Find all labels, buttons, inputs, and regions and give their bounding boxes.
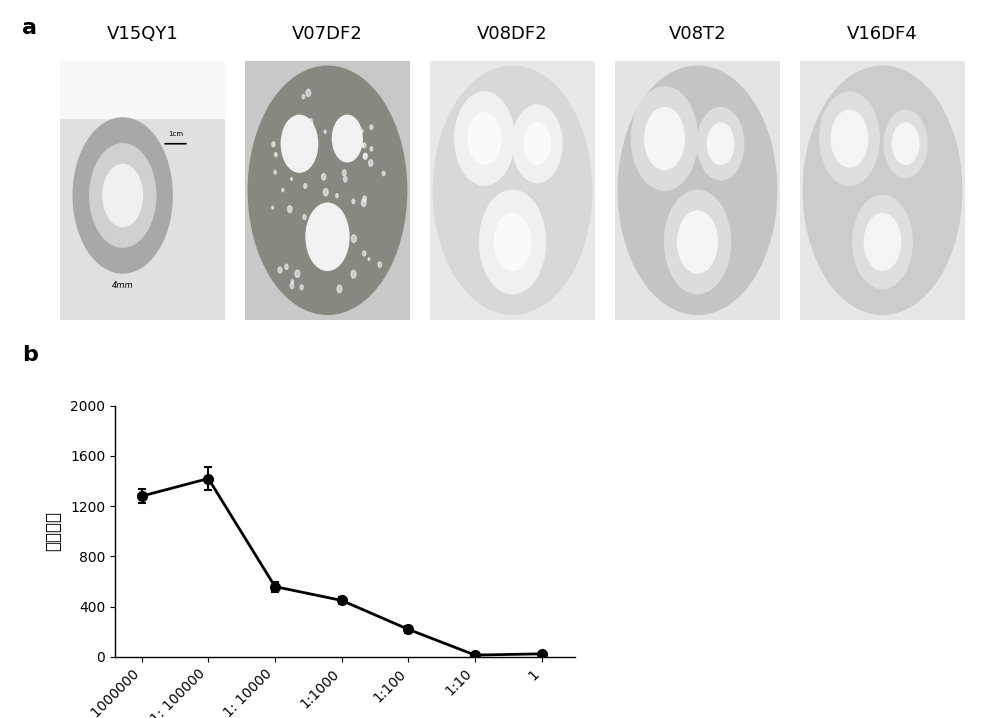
Y-axis label: 单孢数目: 单孢数目	[44, 511, 62, 551]
Circle shape	[308, 118, 313, 126]
Circle shape	[363, 251, 366, 256]
Circle shape	[853, 195, 912, 289]
Circle shape	[831, 110, 868, 167]
Circle shape	[90, 144, 156, 247]
Circle shape	[285, 264, 288, 269]
Circle shape	[363, 196, 366, 202]
Bar	[60, 61, 225, 118]
Circle shape	[336, 194, 338, 197]
Circle shape	[323, 189, 328, 196]
Text: 4mm: 4mm	[112, 281, 134, 291]
Circle shape	[326, 224, 328, 227]
Circle shape	[319, 213, 323, 220]
Text: V08DF2: V08DF2	[477, 25, 548, 43]
Text: b: b	[22, 345, 38, 365]
Circle shape	[282, 188, 284, 192]
Circle shape	[803, 66, 962, 314]
Text: V07DF2: V07DF2	[292, 25, 363, 43]
Circle shape	[349, 136, 354, 144]
Circle shape	[281, 116, 318, 172]
Circle shape	[368, 258, 370, 261]
Circle shape	[480, 190, 546, 294]
Circle shape	[103, 164, 143, 226]
Circle shape	[278, 267, 282, 273]
Circle shape	[370, 125, 373, 129]
Circle shape	[324, 130, 326, 134]
Circle shape	[645, 108, 684, 169]
Circle shape	[352, 199, 355, 204]
Circle shape	[664, 190, 730, 294]
Circle shape	[302, 95, 305, 98]
Text: V08T2: V08T2	[669, 25, 726, 43]
Circle shape	[351, 235, 356, 243]
Circle shape	[494, 213, 531, 271]
Circle shape	[363, 143, 366, 148]
Circle shape	[275, 153, 277, 157]
Circle shape	[303, 215, 306, 220]
Circle shape	[884, 110, 927, 177]
Circle shape	[290, 153, 293, 157]
Circle shape	[707, 123, 734, 164]
Circle shape	[363, 154, 366, 159]
Circle shape	[274, 170, 276, 174]
Circle shape	[892, 123, 919, 164]
Circle shape	[306, 203, 349, 271]
Circle shape	[382, 172, 385, 176]
Circle shape	[698, 108, 744, 180]
Circle shape	[306, 89, 311, 96]
Circle shape	[512, 105, 562, 182]
Circle shape	[632, 87, 698, 190]
Circle shape	[327, 237, 332, 244]
Circle shape	[272, 206, 274, 209]
Circle shape	[370, 146, 373, 151]
Circle shape	[73, 118, 172, 273]
Text: 1cm: 1cm	[168, 131, 183, 137]
Circle shape	[363, 153, 367, 159]
Circle shape	[272, 141, 275, 146]
Circle shape	[300, 161, 303, 166]
Circle shape	[299, 151, 301, 154]
Circle shape	[290, 283, 294, 289]
Circle shape	[336, 253, 340, 261]
Circle shape	[346, 140, 351, 146]
Circle shape	[378, 262, 382, 267]
Text: a: a	[22, 18, 37, 38]
Circle shape	[361, 200, 366, 206]
Circle shape	[291, 279, 294, 284]
Circle shape	[820, 92, 879, 185]
Circle shape	[248, 66, 407, 314]
Circle shape	[351, 271, 356, 278]
Circle shape	[322, 174, 326, 180]
Circle shape	[304, 184, 307, 188]
Circle shape	[433, 66, 592, 314]
Circle shape	[344, 177, 347, 182]
Circle shape	[361, 129, 363, 133]
Circle shape	[332, 116, 362, 162]
Circle shape	[300, 285, 303, 289]
Circle shape	[369, 160, 373, 167]
Circle shape	[455, 92, 514, 185]
Text: V16DF4: V16DF4	[847, 25, 918, 43]
Circle shape	[678, 211, 717, 273]
Text: V15QY1: V15QY1	[107, 25, 178, 43]
Circle shape	[291, 177, 292, 180]
Circle shape	[299, 154, 302, 159]
Circle shape	[345, 121, 348, 126]
Circle shape	[468, 113, 501, 164]
Circle shape	[320, 250, 323, 254]
Circle shape	[524, 123, 550, 164]
Circle shape	[337, 285, 342, 293]
Circle shape	[360, 142, 363, 147]
Circle shape	[864, 213, 901, 271]
Circle shape	[288, 205, 292, 213]
Circle shape	[342, 170, 346, 176]
Circle shape	[618, 66, 777, 314]
Circle shape	[295, 270, 300, 277]
